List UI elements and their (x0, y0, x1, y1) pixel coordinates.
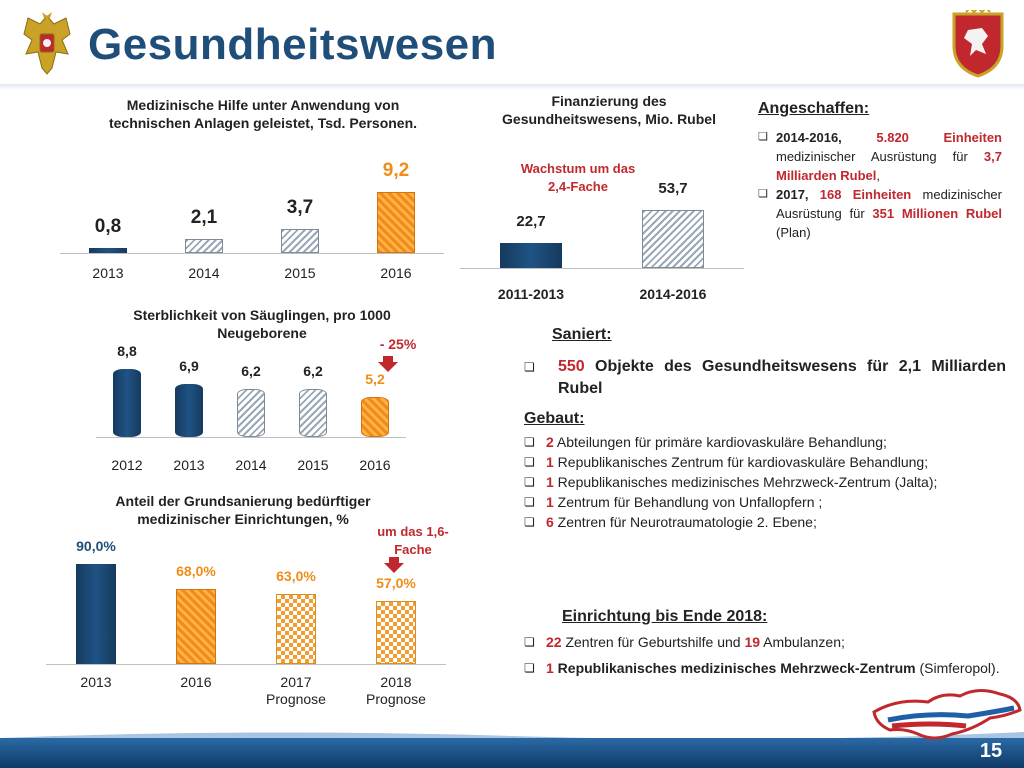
list-item: 2 Abteilungen für primäre kardiovaskulär… (524, 432, 1004, 452)
chart-value-label: 53,7 (658, 179, 688, 197)
chart-value-label: 9,2 (382, 160, 410, 182)
list-item: 2014-2016, 5.820 Einheiten medizinischer… (758, 128, 1002, 185)
chart-baseline (46, 664, 446, 665)
crimea-coat-of-arms-icon (952, 10, 1004, 78)
chart-baseline (460, 268, 744, 269)
chart-tick-label: 2015 (284, 265, 316, 281)
list-item: 22 Zentren für Geburtshilfe und 19 Ambul… (524, 632, 1004, 652)
chart-tick-label: 2016 (180, 674, 212, 690)
chart-value-label: 90,0% (76, 538, 116, 555)
chart-bar (185, 239, 223, 253)
chart-tick-label: 2016 (380, 265, 412, 281)
chart-bar (642, 209, 704, 268)
chart-bar (176, 588, 216, 664)
down-arrow-icon-stem (383, 356, 393, 362)
chart-bar (76, 564, 116, 664)
chart-value-label: 68,0% (176, 562, 216, 579)
header-divider (0, 84, 1024, 90)
down-arrow-icon (384, 563, 404, 573)
down-arrow-icon-stem (389, 557, 399, 563)
list-item: 1 Republikanisches Zentrum für kardiovas… (524, 452, 1004, 472)
chart-bar (276, 594, 316, 664)
chart-bar (113, 369, 141, 437)
chart-bar (299, 389, 327, 437)
chart-value-label: 8,8 (117, 343, 137, 360)
chart-tick-label: 2015 (297, 457, 329, 473)
purchased-list: 2014-2016, 5.820 Einheiten medizinischer… (758, 128, 1002, 242)
renovated-list: 550 Objekte des Gesundheitswesens für 2,… (524, 356, 1006, 400)
chart-bar (237, 389, 265, 437)
chart-tick-label: 2012 (111, 457, 143, 473)
chart-tick-label: 2013 (92, 265, 124, 281)
chart-value-label: 6,9 (179, 357, 199, 374)
chart-value-label: 63,0% (276, 568, 316, 585)
chart2-title: Finanzierung des Gesundheitswesens, Mio.… (502, 93, 716, 127)
chart4-annotation: um das 1,6-Fache (377, 524, 449, 557)
built-list: 2 Abteilungen für primäre kardiovaskulär… (524, 432, 1004, 532)
chart-tick-label: 2013 (173, 457, 205, 473)
chart-tick-label: 2014 (188, 265, 220, 281)
chart-tick-label: 2018 (380, 674, 412, 690)
list-item: 1 Republikanisches medizinisches Mehrzwe… (524, 658, 1004, 678)
chart-bar (175, 383, 203, 437)
chart-baseline (60, 253, 444, 254)
page-number: 15 (979, 740, 1003, 762)
renovated-heading: Saniert: (552, 326, 612, 343)
chart-tick-label: Prognose (366, 691, 426, 707)
chart-bar (361, 396, 389, 437)
chart-bar (376, 600, 416, 664)
chart-tick-label: 2016 (359, 457, 391, 473)
chart3-title: Sterblichkeit von Säuglingen, pro 1000 N… (133, 307, 391, 341)
chart-baseline (96, 437, 406, 438)
built-heading: Gebaut: (524, 410, 585, 427)
list-item: 2017, 168 Einheiten medizinischer Ausrüs… (758, 185, 1002, 242)
purchased-heading: Angeschaffen: (758, 100, 870, 117)
chart-value-label: 57,0% (376, 574, 416, 591)
chart-bar (89, 247, 127, 253)
chart-bar (500, 243, 562, 268)
chart-bar (377, 192, 415, 253)
page-title: Gesundheitswesen (88, 20, 498, 69)
chart-value-label: 6,2 (241, 363, 261, 380)
chart-tick-label: 2013 (80, 674, 112, 690)
chart4-title: Anteil der Grundsanierung bedürftiger me… (115, 493, 371, 527)
chart-value-label: 6,2 (303, 363, 323, 380)
chart-value-label: 0,8 (94, 215, 122, 237)
chart1-title: Medizinische Hilfe unter Anwendung von t… (108, 97, 418, 131)
list-item: 550 Objekte des Gesundheitswesens für 2,… (524, 356, 1006, 400)
chart-value-label: 22,7 (516, 213, 546, 231)
chart-tick-label: 2017 (280, 674, 312, 690)
russian-coat-of-arms-icon (23, 12, 71, 75)
crimea-map-icon (872, 689, 1022, 740)
list-item: 1 Zentrum für Behandlung von Unfallopfer… (524, 492, 1004, 512)
chart-value-label: 5,2 (365, 370, 385, 387)
setup-heading: Einrichtung bis Ende 2018: (562, 608, 768, 625)
chart-bar (281, 228, 319, 253)
setup-list: 22 Zentren für Geburtshilfe und 19 Ambul… (524, 632, 1004, 678)
footer-bar (0, 738, 1024, 768)
chart2-annotation: Wachstum um das 2,4-Fache (520, 161, 636, 194)
chart-tick-label: 2014 (235, 457, 267, 473)
list-item: 6 Zentren für Neurotraumatologie 2. Eben… (524, 512, 1004, 532)
list-item: 1 Republikanisches medizinisches Mehrzwe… (524, 472, 1004, 492)
chart-tick-label: 2011-2013 (497, 286, 565, 302)
chart3-annotation: - 25% (379, 336, 417, 352)
down-arrow-icon (378, 362, 398, 372)
chart-tick-label: Prognose (266, 691, 326, 707)
chart-tick-label: 2014-2016 (639, 286, 707, 302)
chart-value-label: 3,7 (286, 196, 314, 218)
chart-value-label: 2,1 (190, 207, 218, 229)
